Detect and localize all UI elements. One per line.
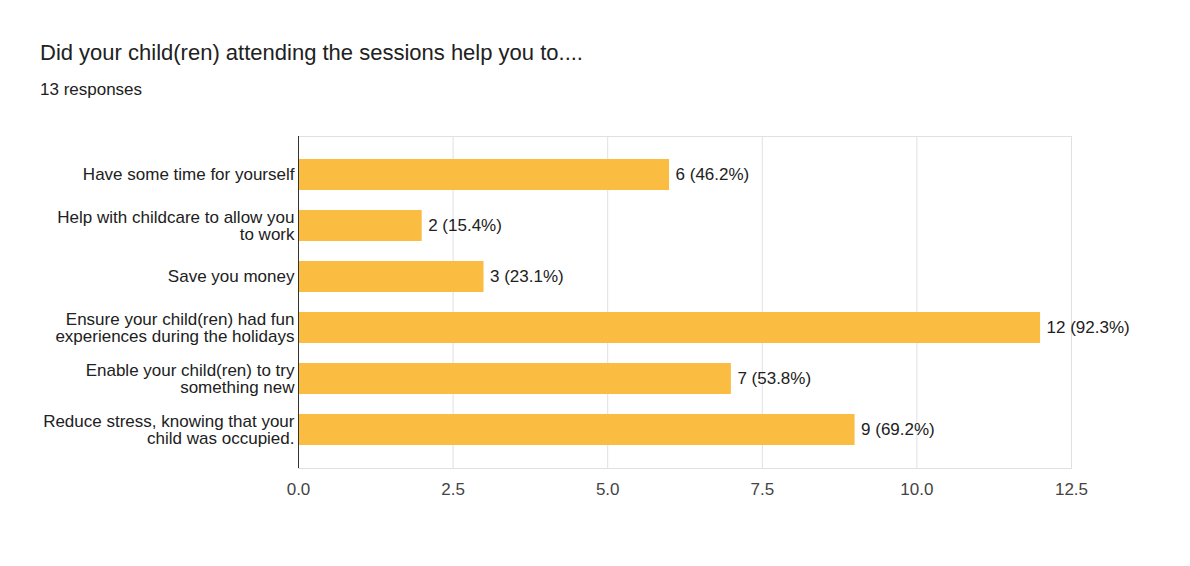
svg-text:10.0: 10.0 — [900, 480, 933, 499]
svg-text:7 (53.8%): 7 (53.8%) — [737, 369, 811, 388]
svg-text:Ensure your child(ren) had fun: Ensure your child(ren) had funexperience… — [55, 310, 294, 346]
svg-text:Have some time for yourself: Have some time for yourself — [83, 165, 295, 184]
svg-text:0.0: 0.0 — [287, 480, 311, 499]
svg-text:Reduce stress, knowing that yo: Reduce stress, knowing that yourchild wa… — [43, 412, 295, 448]
svg-text:3 (23.1%): 3 (23.1%) — [490, 267, 564, 286]
svg-text:12 (92.3%): 12 (92.3%) — [1047, 318, 1130, 337]
svg-text:Help with childcare to allow y: Help with childcare to allow youto work — [57, 208, 295, 244]
svg-text:5.0: 5.0 — [596, 480, 620, 499]
svg-text:Enable your child(ren) to trys: Enable your child(ren) to trysomething n… — [86, 361, 296, 397]
svg-text:2 (15.4%): 2 (15.4%) — [428, 216, 502, 235]
svg-text:7.5: 7.5 — [750, 480, 774, 499]
svg-text:Save you money: Save you money — [168, 267, 295, 286]
html-text:13 responses: 13 responses — [40, 80, 143, 99]
svg-text:9 (69.2%): 9 (69.2%) — [861, 420, 935, 439]
svg-text:12.5: 12.5 — [1055, 480, 1088, 499]
html-text:Did your child(ren) attending: Did your child(ren) attending the sessio… — [40, 40, 583, 65]
svg-text:2.5: 2.5 — [441, 480, 465, 499]
svg-text:6 (46.2%): 6 (46.2%) — [676, 165, 750, 184]
